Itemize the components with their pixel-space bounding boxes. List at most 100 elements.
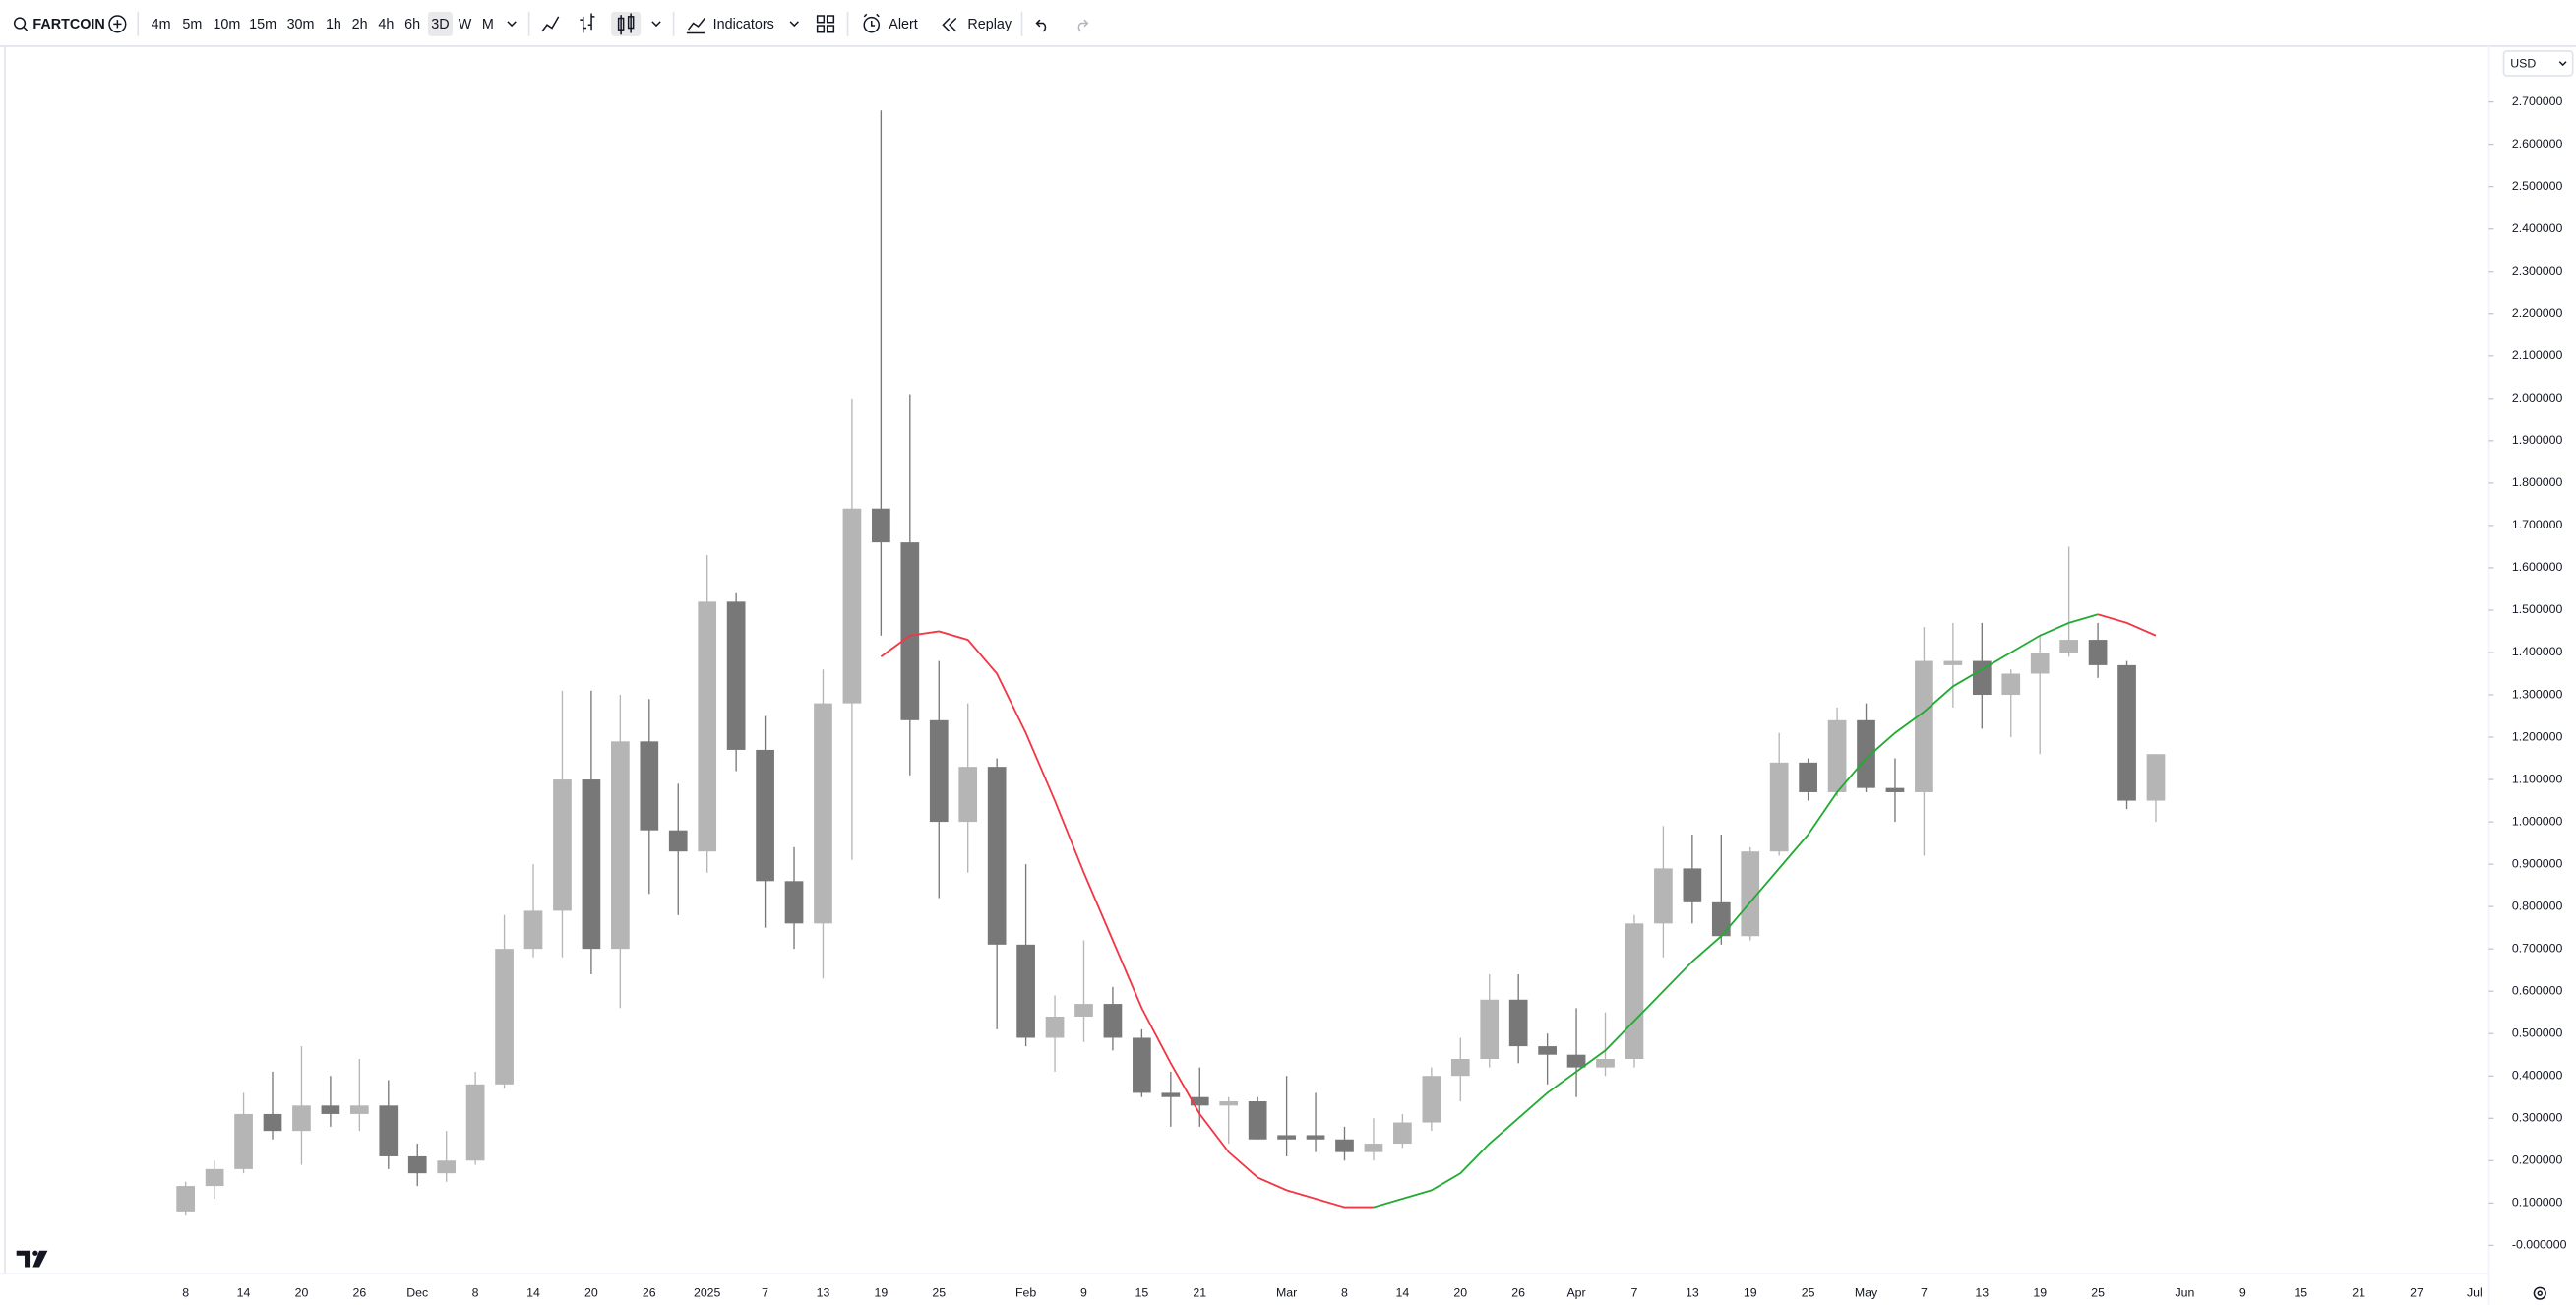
currency-label[interactable]: USD [2510,57,2536,71]
y-tick-label: 2.400000 [2512,221,2563,235]
line-style-button[interactable] [541,16,560,32]
currency-button[interactable]: USD [2502,50,2574,77]
candle-body [1277,1135,1296,1140]
x-tick-label: 9 [2239,1285,2246,1299]
candle-body [958,767,978,823]
symbol-search[interactable]: FARTCOIN [13,17,105,32]
candle-body [1133,1037,1151,1093]
interval-button[interactable]: 1h [326,17,341,32]
candle-body [1711,901,1731,937]
candle-body [726,601,746,750]
chart-type-dropdown[interactable] [651,21,661,28]
y-tick-label: 1.600000 [2512,560,2563,574]
candle-body [582,779,601,950]
plot [176,110,2166,1216]
x-tick-label: 15 [2294,1285,2307,1299]
interval-button[interactable]: 6h [404,17,420,32]
indicators-dropdown[interactable] [789,21,799,28]
y-tick-label: 1.200000 [2512,729,2563,743]
replay-button[interactable]: Replay [942,17,1012,32]
currency-dropdown [2558,61,2567,67]
layout-icon [826,15,835,24]
interval-button[interactable]: 30m [287,17,315,32]
candle-style-active-bg [611,11,642,36]
indicators-button[interactable]: Indicators [686,17,774,34]
candle-body [1422,1076,1441,1123]
search-icon-handle [23,26,29,31]
undo-button[interactable] [1035,19,1047,32]
candle-body [2030,652,2050,674]
logo-part [32,1250,48,1268]
candle-body [872,508,890,543]
candle-body [1103,1004,1123,1038]
y-tick-label: 2.300000 [2512,264,2563,278]
candle-body [465,1084,485,1161]
candle-body [523,910,543,950]
candle-body [1972,660,1992,696]
interval-button[interactable]: 15m [249,17,276,32]
interval-button[interactable]: 3D [431,17,449,32]
y-tick-label: 1.700000 [2512,518,2563,531]
layout-icon [826,25,835,33]
interval-button[interactable]: 2h [352,17,368,32]
logo-part [16,1250,31,1268]
interval-button[interactable]: 4h [378,17,394,32]
candle-body [407,1155,427,1174]
interval-button[interactable]: W [459,17,472,32]
x-tick-label: 13 [1686,1285,1699,1299]
y-tick-label: 0.700000 [2512,941,2563,955]
y-tick-label: 0.400000 [2512,1068,2563,1082]
candle-body [1596,1059,1615,1068]
bar-style-button[interactable] [580,13,595,33]
x-tick-label: 2025 [694,1285,721,1299]
candle-body [1364,1144,1383,1152]
settings-button[interactable] [2533,1286,2546,1300]
candle-body [1016,944,1035,1038]
add-icon-plus [113,20,122,29]
candle-body [292,1105,311,1132]
x-tick-label: 8 [472,1285,479,1299]
x-tick-label: 8 [182,1285,189,1299]
candle-body [321,1105,340,1114]
interval-dropdown[interactable] [507,21,517,28]
replay-label[interactable]: Replay [967,17,1012,32]
candle-style-button[interactable] [617,13,635,35]
interval-button[interactable]: 10m [213,17,240,32]
y-tick-label: 1.500000 [2512,602,2563,616]
add-symbol-button[interactable] [108,15,127,33]
x-tick-label: 19 [2033,1285,2047,1299]
candle-body [1074,1004,1093,1017]
candle-body [1480,999,1500,1060]
search-icon [13,17,27,30]
layout-icon [816,25,826,33]
alert-label[interactable]: Alert [889,17,918,32]
x-tick-label: 13 [1975,1285,1989,1299]
candle-body [349,1105,369,1114]
settings-icon-center [2537,1290,2544,1296]
interval-button[interactable]: 5m [182,17,202,32]
y-tick-label: 1.000000 [2512,814,2563,828]
interval-button[interactable]: 4m [152,17,171,32]
indicators-label[interactable]: Indicators [713,17,774,32]
candle-body [2117,664,2136,801]
x-tick-label: 14 [1396,1285,1410,1299]
candle-body [1827,719,1847,792]
indicators-icon [686,18,705,34]
candle-body [698,601,717,852]
candle-body [784,881,804,924]
alert-button[interactable]: Alert [863,13,918,33]
x-tick-label: Mar [1276,1285,1297,1299]
layouts-button[interactable] [816,15,835,33]
candle-icon-body [617,17,625,31]
candle-body [2146,754,2166,801]
candle-body [900,542,920,720]
x-tick-label: May [1855,1285,1878,1299]
candle-body [1248,1101,1267,1140]
x-tick-label: 25 [932,1285,946,1299]
redo-button[interactable] [1077,19,1089,32]
interval-button[interactable]: M [482,17,494,32]
line-icon [541,16,560,32]
x-tick-label: 26 [1511,1285,1525,1299]
symbol-name[interactable]: FARTCOIN [32,17,104,32]
